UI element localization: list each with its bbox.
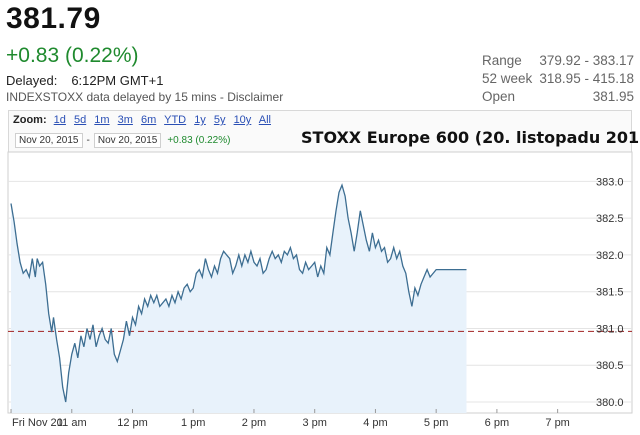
x-tick-label: 1 pm bbox=[181, 417, 205, 429]
zoom-1d[interactable]: 1d bbox=[53, 114, 66, 126]
zoom-ytd[interactable]: YTD bbox=[164, 114, 187, 126]
stat-row-open: Open 381.95 bbox=[482, 89, 634, 107]
price-area bbox=[11, 185, 467, 413]
zoom-5d[interactable]: 5d bbox=[73, 114, 87, 126]
zoom-3m[interactable]: 3m bbox=[117, 114, 133, 126]
x-tick-label: Fri Nov 20 bbox=[12, 417, 63, 429]
chart-title-overlay: STOXX Europe 600 (20. listopadu 2015) bbox=[301, 128, 640, 147]
delayed-label: Delayed: bbox=[6, 73, 58, 88]
y-axis: 383.0 382.5 382.0 381.5 381.0 380.5 380.0 bbox=[596, 176, 624, 409]
data-source-note: INDEXSTOXX data delayed by 15 mins - Dis… bbox=[6, 90, 283, 104]
x-tick-label: 5 pm bbox=[424, 417, 448, 429]
x-tick-label: 12 pm bbox=[117, 417, 148, 429]
y-tick-label: 380.0 bbox=[596, 397, 624, 409]
stat-value: 379.92 - 383.17 bbox=[539, 53, 634, 68]
source-text: INDEXSTOXX data delayed by 15 mins - bbox=[6, 90, 228, 104]
y-tick-label: 381.0 bbox=[596, 323, 624, 335]
stat-label: Open bbox=[482, 89, 516, 104]
range-change: +0.83 (0.22%) bbox=[167, 135, 231, 146]
chart-toolbar: Zoom: 1d 5d 1m 3m 6m YTD 1y 5y 10y All N… bbox=[8, 110, 632, 152]
price-line bbox=[10, 183, 467, 403]
x-tick-label: 2 pm bbox=[242, 417, 266, 429]
x-tick-label: 6 pm bbox=[485, 417, 509, 429]
zoom-10y[interactable]: 10y bbox=[233, 114, 252, 126]
delayed-info: Delayed: 6:12PM GMT+1 bbox=[6, 73, 163, 88]
delayed-time: 6:12PM GMT+1 bbox=[71, 73, 164, 88]
stat-label: 52 week bbox=[482, 71, 533, 86]
y-tick-label: 381.5 bbox=[596, 287, 624, 299]
zoom-6m[interactable]: 6m bbox=[140, 114, 157, 126]
stat-label: Range bbox=[482, 53, 522, 68]
zoom-label: Zoom: bbox=[13, 114, 47, 126]
y-tick-label: 382.5 bbox=[596, 213, 624, 225]
y-tick-label: 380.5 bbox=[596, 360, 624, 372]
disclaimer-link[interactable]: Disclaimer bbox=[227, 90, 284, 104]
zoom-controls: Zoom: 1d 5d 1m 3m 6m YTD 1y 5y 10y All bbox=[13, 114, 276, 126]
x-tick-label: 4 pm bbox=[363, 417, 387, 429]
stat-value: 318.95 - 415.18 bbox=[539, 71, 634, 86]
date-range: Nov 20, 2015- Nov 20, 2015 +0.83 (0.22%) bbox=[15, 133, 230, 148]
zoom-5y[interactable]: 5y bbox=[213, 114, 226, 126]
quote-stats: Range 379.92 - 383.17 52 week 318.95 - 4… bbox=[482, 53, 634, 107]
price-change: +0.83 (0.22%) bbox=[6, 44, 139, 67]
zoom-1y[interactable]: 1y bbox=[194, 114, 206, 126]
zoom-all[interactable]: All bbox=[258, 114, 271, 126]
stat-row-52-week: 52 week 318.95 - 415.18 bbox=[482, 71, 634, 89]
y-tick-label: 382.0 bbox=[596, 250, 624, 262]
x-tick-label: 11 am bbox=[57, 417, 87, 429]
to-date-input[interactable]: Nov 20, 2015 bbox=[93, 133, 162, 148]
zoom-1m[interactable]: 1m bbox=[94, 114, 110, 126]
last-price: 381.79 bbox=[6, 2, 101, 35]
x-tick-label: 7 pm bbox=[545, 417, 569, 429]
from-date-input[interactable]: Nov 20, 2015 bbox=[15, 133, 83, 148]
stat-row-range: Range 379.92 - 383.17 bbox=[482, 53, 634, 71]
date-separator: - bbox=[86, 135, 90, 146]
x-tick-label: 3 pm bbox=[302, 417, 326, 429]
y-tick-label: 383.0 bbox=[596, 176, 624, 188]
stat-value: 381.95 bbox=[592, 89, 634, 104]
